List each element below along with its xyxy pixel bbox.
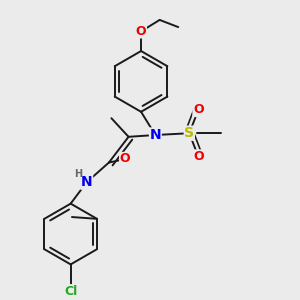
Text: N: N: [81, 175, 93, 189]
Text: H: H: [74, 169, 82, 179]
Text: N: N: [149, 128, 161, 142]
Text: S: S: [184, 126, 194, 140]
Text: O: O: [193, 150, 204, 163]
Text: O: O: [120, 152, 130, 166]
Text: O: O: [136, 25, 146, 38]
Text: Cl: Cl: [64, 285, 77, 298]
Text: O: O: [193, 103, 204, 116]
